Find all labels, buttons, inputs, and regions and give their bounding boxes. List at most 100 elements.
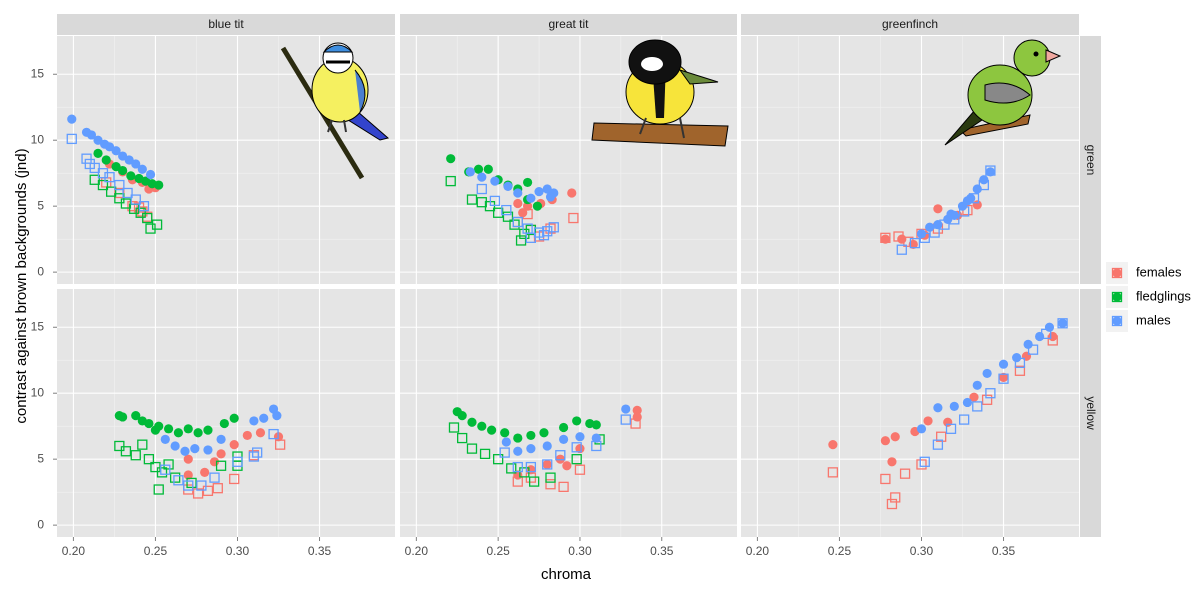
point-filled — [154, 180, 164, 190]
point-open — [120, 446, 132, 457]
legend-swatch — [1111, 315, 1123, 327]
point-filled — [890, 432, 900, 442]
y-tick-label: 15 — [31, 66, 45, 80]
point-filled — [150, 425, 161, 435]
point-filled — [925, 222, 935, 232]
point-open — [886, 498, 898, 510]
column-strip-label: great tit — [548, 17, 589, 31]
point-open — [972, 401, 983, 412]
point-filled — [943, 417, 953, 427]
legend-swatch — [1111, 267, 1123, 279]
x-tick-label: 0.20 — [405, 544, 429, 558]
x-axis-title: chroma — [541, 566, 592, 583]
legend-label: females — [1136, 264, 1182, 279]
point-open — [525, 224, 537, 236]
point-open — [202, 485, 214, 496]
point-open — [130, 450, 141, 461]
point-filled — [118, 412, 128, 422]
point-filled — [545, 192, 556, 202]
point-open — [929, 227, 940, 238]
point-filled — [249, 416, 259, 426]
strip-background — [741, 14, 1079, 35]
panel: 0 5 10 15 0.20 0.25 0.30 0.35 — [31, 289, 395, 558]
point-open — [173, 475, 184, 486]
point-filled — [93, 148, 103, 159]
point-filled — [539, 428, 549, 438]
legend-swatch — [1112, 316, 1122, 326]
point-open — [114, 187, 125, 199]
point-open — [620, 414, 631, 425]
point-open — [209, 472, 220, 483]
point-open — [493, 207, 504, 218]
point-open — [66, 133, 77, 145]
point-open — [89, 174, 100, 185]
y-tick-label: 15 — [31, 319, 45, 333]
point-filled — [534, 187, 544, 197]
panel-background — [400, 289, 737, 537]
legend: females fledglings males — [1106, 262, 1191, 332]
point-filled — [173, 428, 184, 438]
point-filled — [532, 201, 543, 211]
point-open — [525, 232, 537, 243]
y-tick-label: 10 — [31, 385, 45, 399]
point-open — [130, 194, 141, 205]
point-filled — [501, 437, 511, 447]
point-open — [120, 198, 132, 209]
point-open — [229, 473, 240, 485]
point-filled — [180, 446, 190, 456]
point-filled — [1012, 352, 1022, 363]
point-open — [568, 212, 579, 224]
point-open — [558, 481, 569, 493]
x-tick-label: 0.25 — [828, 544, 852, 558]
point-filled — [946, 209, 956, 219]
point-filled — [203, 445, 213, 455]
panel — [741, 36, 1079, 284]
point-filled — [216, 434, 226, 444]
point-filled — [575, 444, 585, 454]
point-open — [896, 244, 907, 255]
point-open — [985, 388, 996, 399]
point-filled — [1057, 318, 1068, 328]
panel: 0.20 0.25 0.30 0.35 — [741, 289, 1079, 558]
point-open — [163, 459, 174, 470]
point-open — [958, 414, 970, 425]
point-filled — [446, 154, 456, 164]
point-open — [916, 459, 927, 470]
point-filled — [526, 430, 536, 441]
point-filled — [1048, 331, 1058, 342]
point-filled — [949, 401, 959, 412]
legend-swatch — [1112, 268, 1122, 278]
point-open — [457, 432, 468, 444]
x-tick-label: 0.30 — [568, 544, 592, 558]
point-open — [493, 454, 504, 465]
point-filled — [998, 372, 1009, 382]
point-open — [466, 194, 478, 205]
point-open — [571, 454, 582, 465]
panel: 0 5 10 15 — [31, 36, 395, 284]
x-tick-label: 0.35 — [992, 544, 1016, 558]
point-open — [114, 179, 125, 191]
point-filled — [170, 441, 180, 451]
point-filled — [513, 446, 523, 456]
point-filled — [118, 165, 128, 176]
strip-background — [400, 14, 737, 35]
point-filled — [632, 405, 642, 415]
legend-label: males — [1136, 312, 1171, 327]
point-filled — [490, 176, 500, 186]
point-open — [186, 477, 197, 489]
point-filled — [962, 196, 973, 206]
point-filled — [272, 411, 282, 421]
point-open — [196, 480, 207, 491]
strip-background — [1080, 36, 1101, 284]
point-filled — [880, 234, 890, 244]
point-filled — [67, 114, 77, 124]
x-tick-label: 0.25 — [144, 544, 168, 558]
point-open — [97, 179, 109, 191]
point-open — [1014, 365, 1026, 376]
point-open — [160, 464, 171, 475]
point-open — [512, 216, 523, 228]
y-tick-label: 10 — [31, 132, 45, 146]
x-tick-label: 0.35 — [308, 544, 332, 558]
point-open — [890, 492, 901, 503]
point-filled — [979, 175, 989, 185]
